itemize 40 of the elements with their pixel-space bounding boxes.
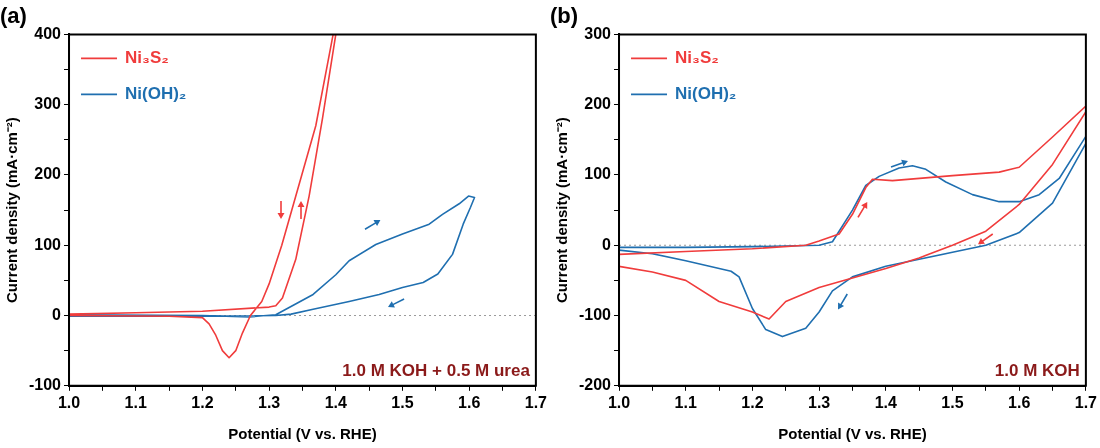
- legend-label: Ni(OH)₂: [125, 84, 187, 104]
- x-tick-label: 1.1: [124, 393, 147, 411]
- x-tick-label: 1.2: [741, 393, 764, 411]
- x-tick-label: 1.1: [674, 393, 697, 411]
- x-tick-label: 1.4: [874, 393, 898, 411]
- y-tick-label: 200: [584, 95, 612, 113]
- annotation: 1.0 M KOH: [994, 360, 1080, 380]
- y-tick-label: 100: [34, 235, 62, 253]
- x-axis-title: Potential (V vs. RHE): [228, 425, 377, 443]
- legend-label: Ni(OH)₂: [675, 84, 737, 104]
- y-tick-label: -100: [578, 305, 612, 323]
- annotation: 1.0 M KOH + 0.5 M urea: [342, 360, 531, 380]
- y-tick-label: 300: [34, 95, 62, 113]
- x-tick-label: 1.7: [1074, 393, 1098, 411]
- x-tick-label: 1.3: [257, 393, 281, 411]
- y-tick-label: -100: [28, 376, 62, 394]
- y-axis-title: Current density (mA·cm⁻²): [553, 117, 571, 304]
- x-tick-label: 1.3: [807, 393, 831, 411]
- y-tick-label: 0: [52, 305, 62, 323]
- x-tick-label: 1.0: [607, 393, 631, 411]
- chart-title: (b): [550, 3, 579, 29]
- y-axis-title: Current density (mA·cm⁻²): [3, 117, 21, 304]
- y-tick-label: 0: [602, 235, 612, 253]
- legend-label: Ni₃S₂: [675, 48, 719, 68]
- x-tick-label: 1.4: [324, 393, 348, 411]
- x-tick-label: 1.6: [1008, 393, 1031, 411]
- y-tick-label: 200: [34, 165, 62, 183]
- x-tick-label: 1.5: [941, 393, 964, 411]
- y-tick-label: 300: [584, 24, 612, 42]
- chart-title: (a): [0, 3, 27, 29]
- x-tick-label: 1.2: [191, 393, 214, 411]
- y-tick-label: 100: [584, 165, 612, 183]
- x-tick-label: 1.0: [57, 393, 81, 411]
- y-tick-label: -200: [578, 376, 612, 394]
- x-tick-label: 1.6: [458, 393, 481, 411]
- y-tick-label: 400: [34, 24, 62, 42]
- legend-label: Ni₃S₂: [125, 48, 169, 68]
- x-tick-label: 1.7: [524, 393, 548, 411]
- x-tick-label: 1.5: [391, 393, 414, 411]
- x-axis-title: Potential (V vs. RHE): [778, 425, 927, 443]
